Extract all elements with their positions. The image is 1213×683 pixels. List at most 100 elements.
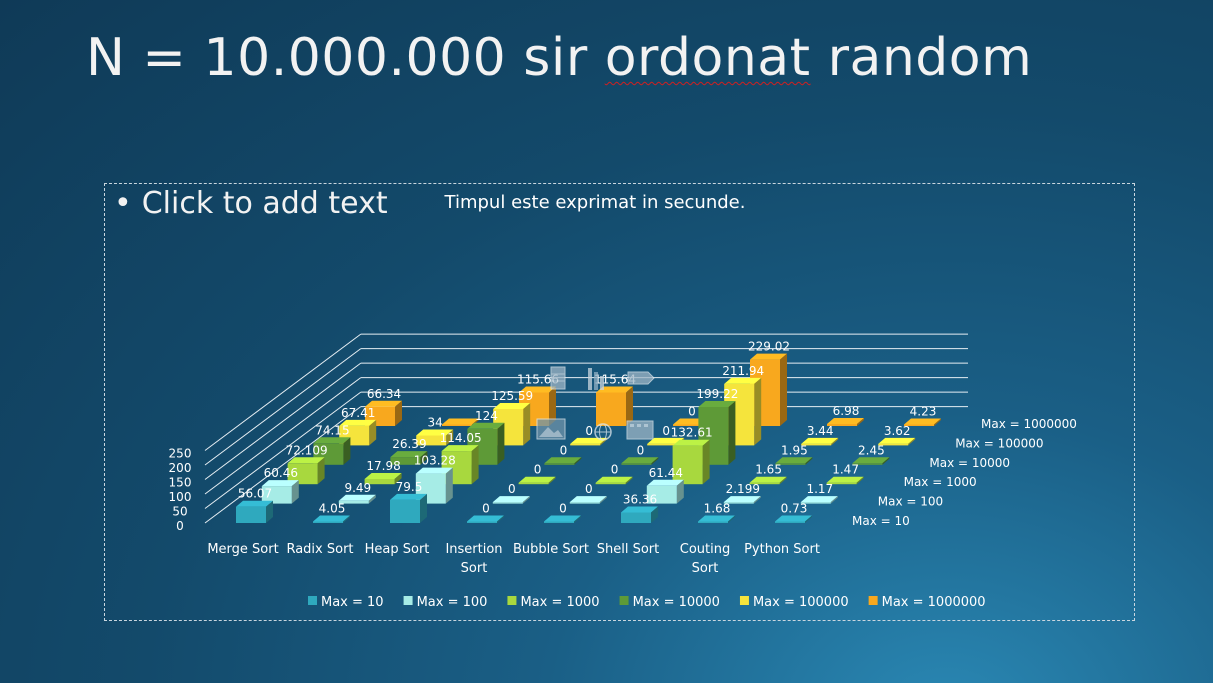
bar bbox=[364, 479, 395, 485]
bar-side bbox=[548, 476, 556, 485]
chart-icon[interactable] bbox=[586, 366, 606, 392]
data-label: 0 bbox=[559, 502, 567, 516]
bar bbox=[672, 445, 703, 485]
bar bbox=[261, 486, 292, 504]
placeholder-text[interactable]: • Click to add text bbox=[114, 186, 388, 221]
bar-top bbox=[390, 451, 428, 458]
bar bbox=[313, 521, 343, 523]
bar-top bbox=[519, 386, 556, 393]
video-icon[interactable] bbox=[626, 420, 654, 440]
bar-top bbox=[415, 467, 453, 474]
chart-title: Timpul este exprimat in secunde. bbox=[444, 192, 746, 213]
gridline-side bbox=[204, 362, 362, 480]
bar-side bbox=[779, 476, 787, 485]
bar-top bbox=[570, 437, 608, 444]
bar-top bbox=[544, 515, 581, 522]
bar-top bbox=[261, 480, 299, 487]
bar-top bbox=[236, 500, 273, 507]
bar-side bbox=[369, 419, 377, 446]
depth-tick-label: Max = 10 bbox=[852, 514, 910, 528]
bar bbox=[827, 424, 857, 426]
bar-side bbox=[394, 473, 402, 485]
data-label: 67.41 bbox=[341, 406, 375, 420]
bar-side bbox=[831, 437, 839, 446]
x-tick-label: Python Sort bbox=[744, 542, 820, 557]
slide-title[interactable]: N = 10.000.000 sir ordonat random bbox=[86, 28, 1032, 88]
bar bbox=[236, 506, 266, 523]
bar bbox=[595, 482, 626, 485]
bar-top bbox=[698, 515, 735, 522]
bar bbox=[390, 457, 421, 465]
bar bbox=[904, 424, 934, 426]
table-icon[interactable] bbox=[550, 366, 566, 390]
legend-swatch bbox=[507, 596, 517, 605]
bar bbox=[442, 424, 472, 426]
bar bbox=[852, 463, 883, 465]
bullet-marker: • bbox=[114, 186, 132, 221]
bar-side bbox=[522, 496, 530, 504]
bar bbox=[646, 485, 677, 504]
bar-side bbox=[830, 496, 838, 504]
data-label: 4.23 bbox=[910, 405, 937, 419]
bar-top bbox=[467, 515, 504, 522]
picture-icon[interactable] bbox=[536, 418, 566, 440]
data-label: 61.44 bbox=[649, 466, 683, 480]
bar bbox=[647, 443, 678, 446]
bar-top bbox=[493, 403, 531, 409]
bar-side bbox=[882, 457, 890, 465]
data-label: 124 bbox=[475, 409, 498, 423]
bar-top bbox=[442, 418, 479, 425]
bar-top bbox=[287, 457, 325, 464]
bar bbox=[569, 502, 600, 504]
bar bbox=[621, 512, 651, 523]
data-label: 229.02 bbox=[748, 340, 790, 354]
data-label: 0 bbox=[637, 443, 645, 457]
data-label: 0 bbox=[585, 424, 593, 438]
bar bbox=[287, 463, 318, 485]
data-label: 199.22 bbox=[696, 387, 738, 401]
bar-side bbox=[754, 377, 762, 446]
bar bbox=[801, 443, 832, 446]
data-label: 1.47 bbox=[832, 463, 859, 477]
bar-side bbox=[445, 467, 453, 504]
bar bbox=[749, 482, 780, 485]
data-label: 0 bbox=[688, 405, 696, 419]
data-label: 79.5 bbox=[396, 480, 423, 494]
bar-top bbox=[750, 353, 787, 360]
data-label: 4.05 bbox=[319, 502, 346, 516]
bar-top bbox=[621, 506, 658, 513]
data-label: 56.07 bbox=[238, 487, 272, 501]
bar-top bbox=[904, 418, 941, 425]
bar-top bbox=[518, 476, 556, 483]
smartart-icon[interactable] bbox=[626, 366, 656, 390]
bar bbox=[826, 482, 857, 485]
x-tick-label: Insertion Sort bbox=[445, 542, 502, 576]
bar bbox=[544, 463, 575, 465]
legend-swatch bbox=[619, 596, 629, 605]
bar-side bbox=[497, 422, 505, 465]
data-label: 60.46 bbox=[264, 466, 298, 480]
title-flagged-word: ordonat bbox=[604, 28, 811, 88]
content-placeholder[interactable] bbox=[104, 183, 1135, 621]
gridline-side bbox=[204, 348, 362, 466]
bar-side bbox=[523, 403, 531, 446]
bar-top bbox=[672, 439, 710, 446]
x-tick-label: Bubble Sort bbox=[513, 542, 589, 557]
legend-swatch bbox=[403, 596, 413, 605]
data-label: 9.49 bbox=[344, 481, 371, 495]
bar bbox=[338, 500, 369, 504]
gridline-side bbox=[204, 391, 362, 509]
depth-tick-label: Max = 1000 bbox=[904, 475, 977, 489]
data-label: 74.15 bbox=[315, 423, 349, 437]
data-label: 0 bbox=[662, 424, 670, 438]
bar-side bbox=[446, 429, 454, 446]
data-label: 1.65 bbox=[755, 463, 782, 477]
data-label: 1.68 bbox=[704, 502, 731, 516]
bar bbox=[492, 502, 523, 504]
x-tick-label: Radix Sort bbox=[286, 542, 353, 557]
data-label: 0.73 bbox=[781, 502, 808, 516]
bar-side bbox=[420, 493, 427, 523]
online-picture-icon[interactable] bbox=[592, 422, 614, 442]
bar bbox=[390, 499, 420, 523]
bar-top bbox=[621, 457, 659, 464]
